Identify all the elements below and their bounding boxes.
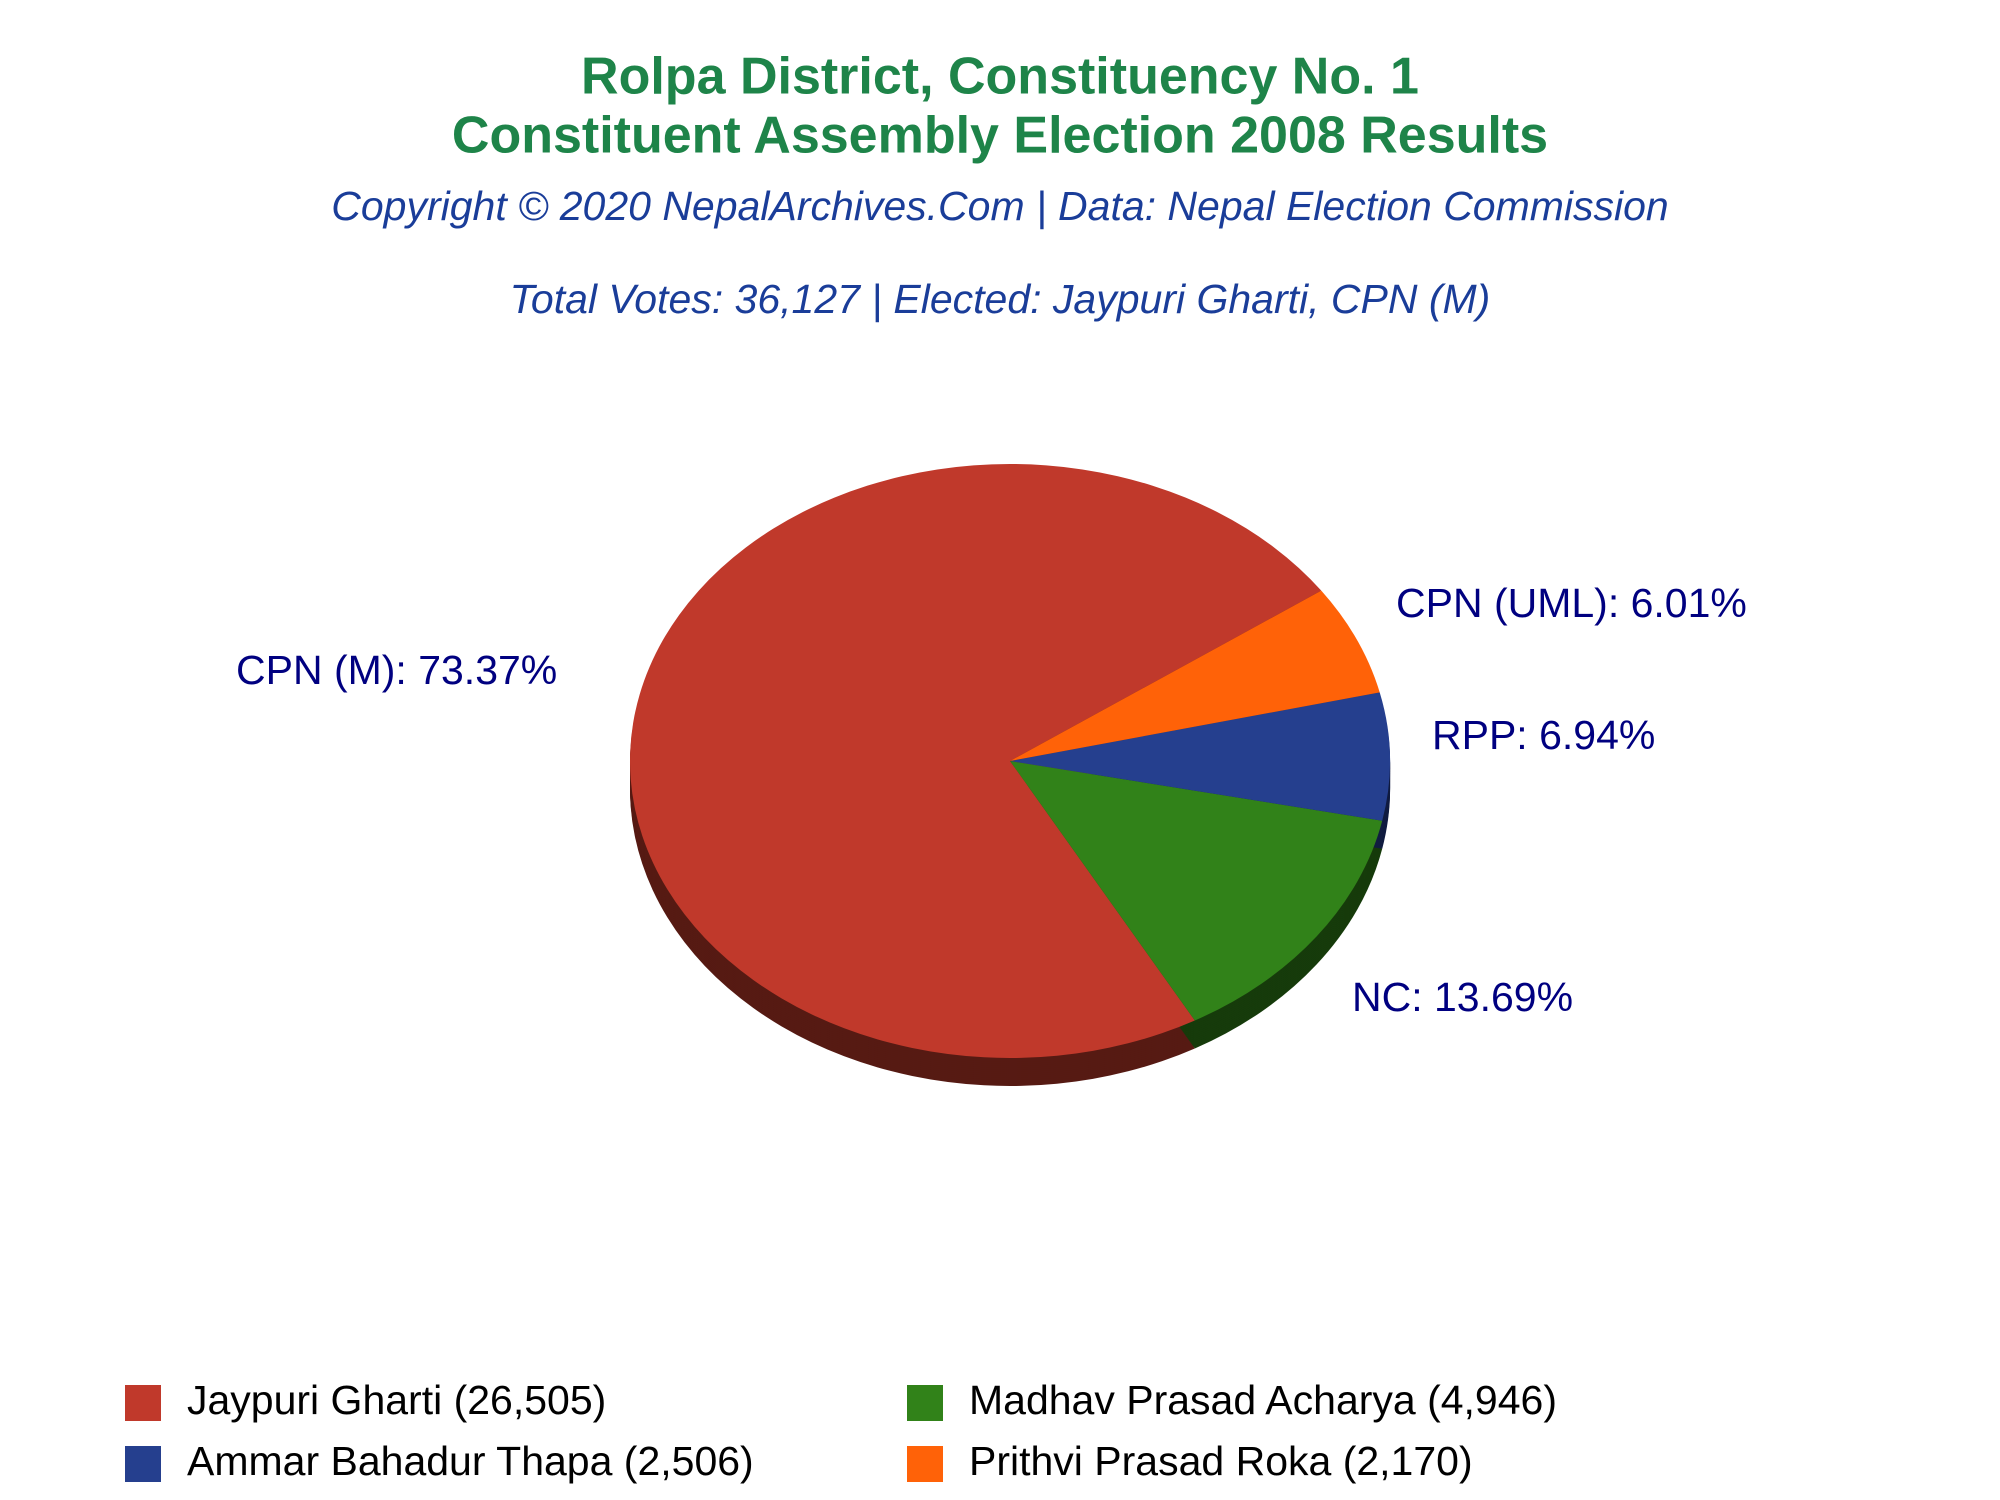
- slice: [1010, 590, 1380, 761]
- slice-label: CPN (UML): 6.01%: [1396, 580, 1747, 626]
- slice: [1010, 692, 1390, 821]
- chart-subtitle: Copyright © 2020 NepalArchives.Com | Dat…: [331, 183, 1669, 229]
- slice-label: RPP: 6.94%: [1432, 712, 1655, 758]
- chart-title: Rolpa District, Constituency No. 1: [581, 48, 1419, 106]
- slice-label: NC: 13.69%: [1352, 974, 1573, 1020]
- legend-swatch: [125, 1385, 161, 1421]
- legend-label: Jaypuri Gharti (26,505): [187, 1377, 606, 1423]
- annotation: Total Votes: 36,127 | Elected: Jaypuri G…: [510, 276, 1491, 322]
- legend-label: Prithvi Prasad Roka (2,170): [969, 1438, 1473, 1484]
- legend-swatch: [907, 1385, 943, 1421]
- slice: [630, 463, 1322, 1058]
- legend-label: Madhav Prasad Acharya (4,946): [969, 1377, 1557, 1423]
- legend-label: Ammar Bahadur Thapa (2,506): [187, 1438, 754, 1484]
- pie: [630, 463, 1390, 1058]
- slice: [1010, 761, 1383, 1021]
- legend-swatch: [125, 1446, 161, 1482]
- chart-title: Constituent Assembly Election 2008 Resul…: [452, 107, 1548, 165]
- slice-label: CPN (M): 73.37%: [236, 647, 557, 693]
- legend-swatch: [907, 1446, 943, 1482]
